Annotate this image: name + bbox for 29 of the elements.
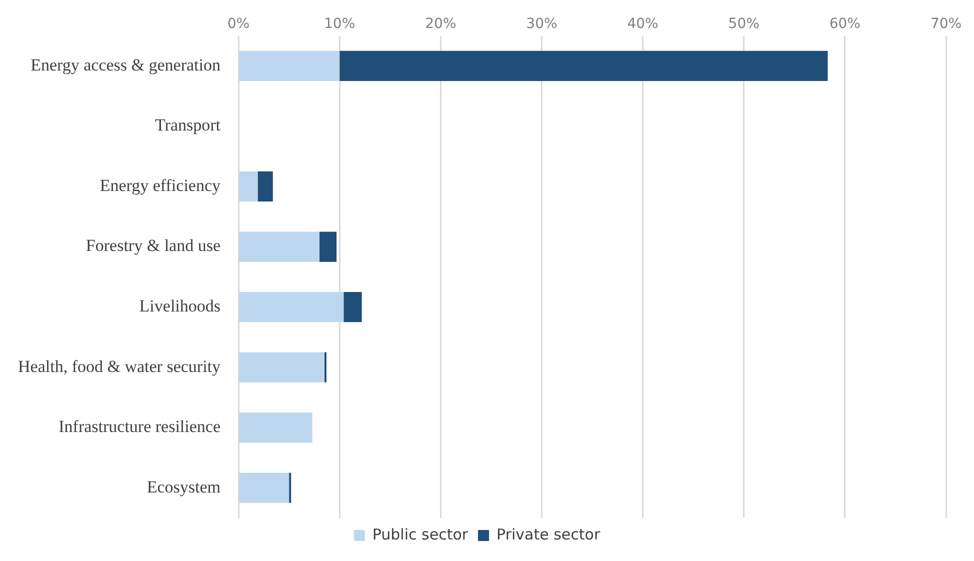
bar — [239, 472, 290, 503]
x-tick-label: 0% — [227, 16, 250, 32]
legend-label: Public sector — [372, 525, 469, 544]
y-tick-label: Transport — [155, 116, 221, 135]
x-tick-label: 10% — [324, 16, 356, 32]
x-tick-label: 50% — [728, 16, 760, 32]
y-tick-label: Health, food & water security — [18, 356, 222, 376]
bar — [258, 171, 273, 202]
bar — [344, 292, 362, 322]
bar — [239, 292, 344, 322]
bar — [239, 171, 258, 202]
legend-label: Private sector — [496, 525, 601, 544]
bar — [239, 50, 340, 82]
y-tick-label: Energy access & generation — [30, 55, 222, 74]
x-tick-label: 70% — [930, 16, 962, 32]
x-tick-label: 20% — [425, 16, 456, 32]
bar — [239, 412, 312, 443]
bar — [319, 232, 337, 262]
x-tick-label: 30% — [526, 16, 558, 32]
y-tick-label: Livelihoods — [139, 296, 221, 316]
bar — [239, 352, 324, 382]
y-tick-label: Ecosystem — [146, 477, 221, 496]
y-tick-label: Forestry & land use — [86, 236, 221, 256]
x-tick-label: 40% — [627, 16, 658, 32]
y-tick-label: Energy efficiency — [100, 176, 222, 195]
bar — [239, 232, 320, 262]
x-tick-label: 60% — [829, 16, 860, 32]
bar — [340, 50, 828, 82]
y-tick-label: Infrastructure resilience — [58, 417, 221, 436]
